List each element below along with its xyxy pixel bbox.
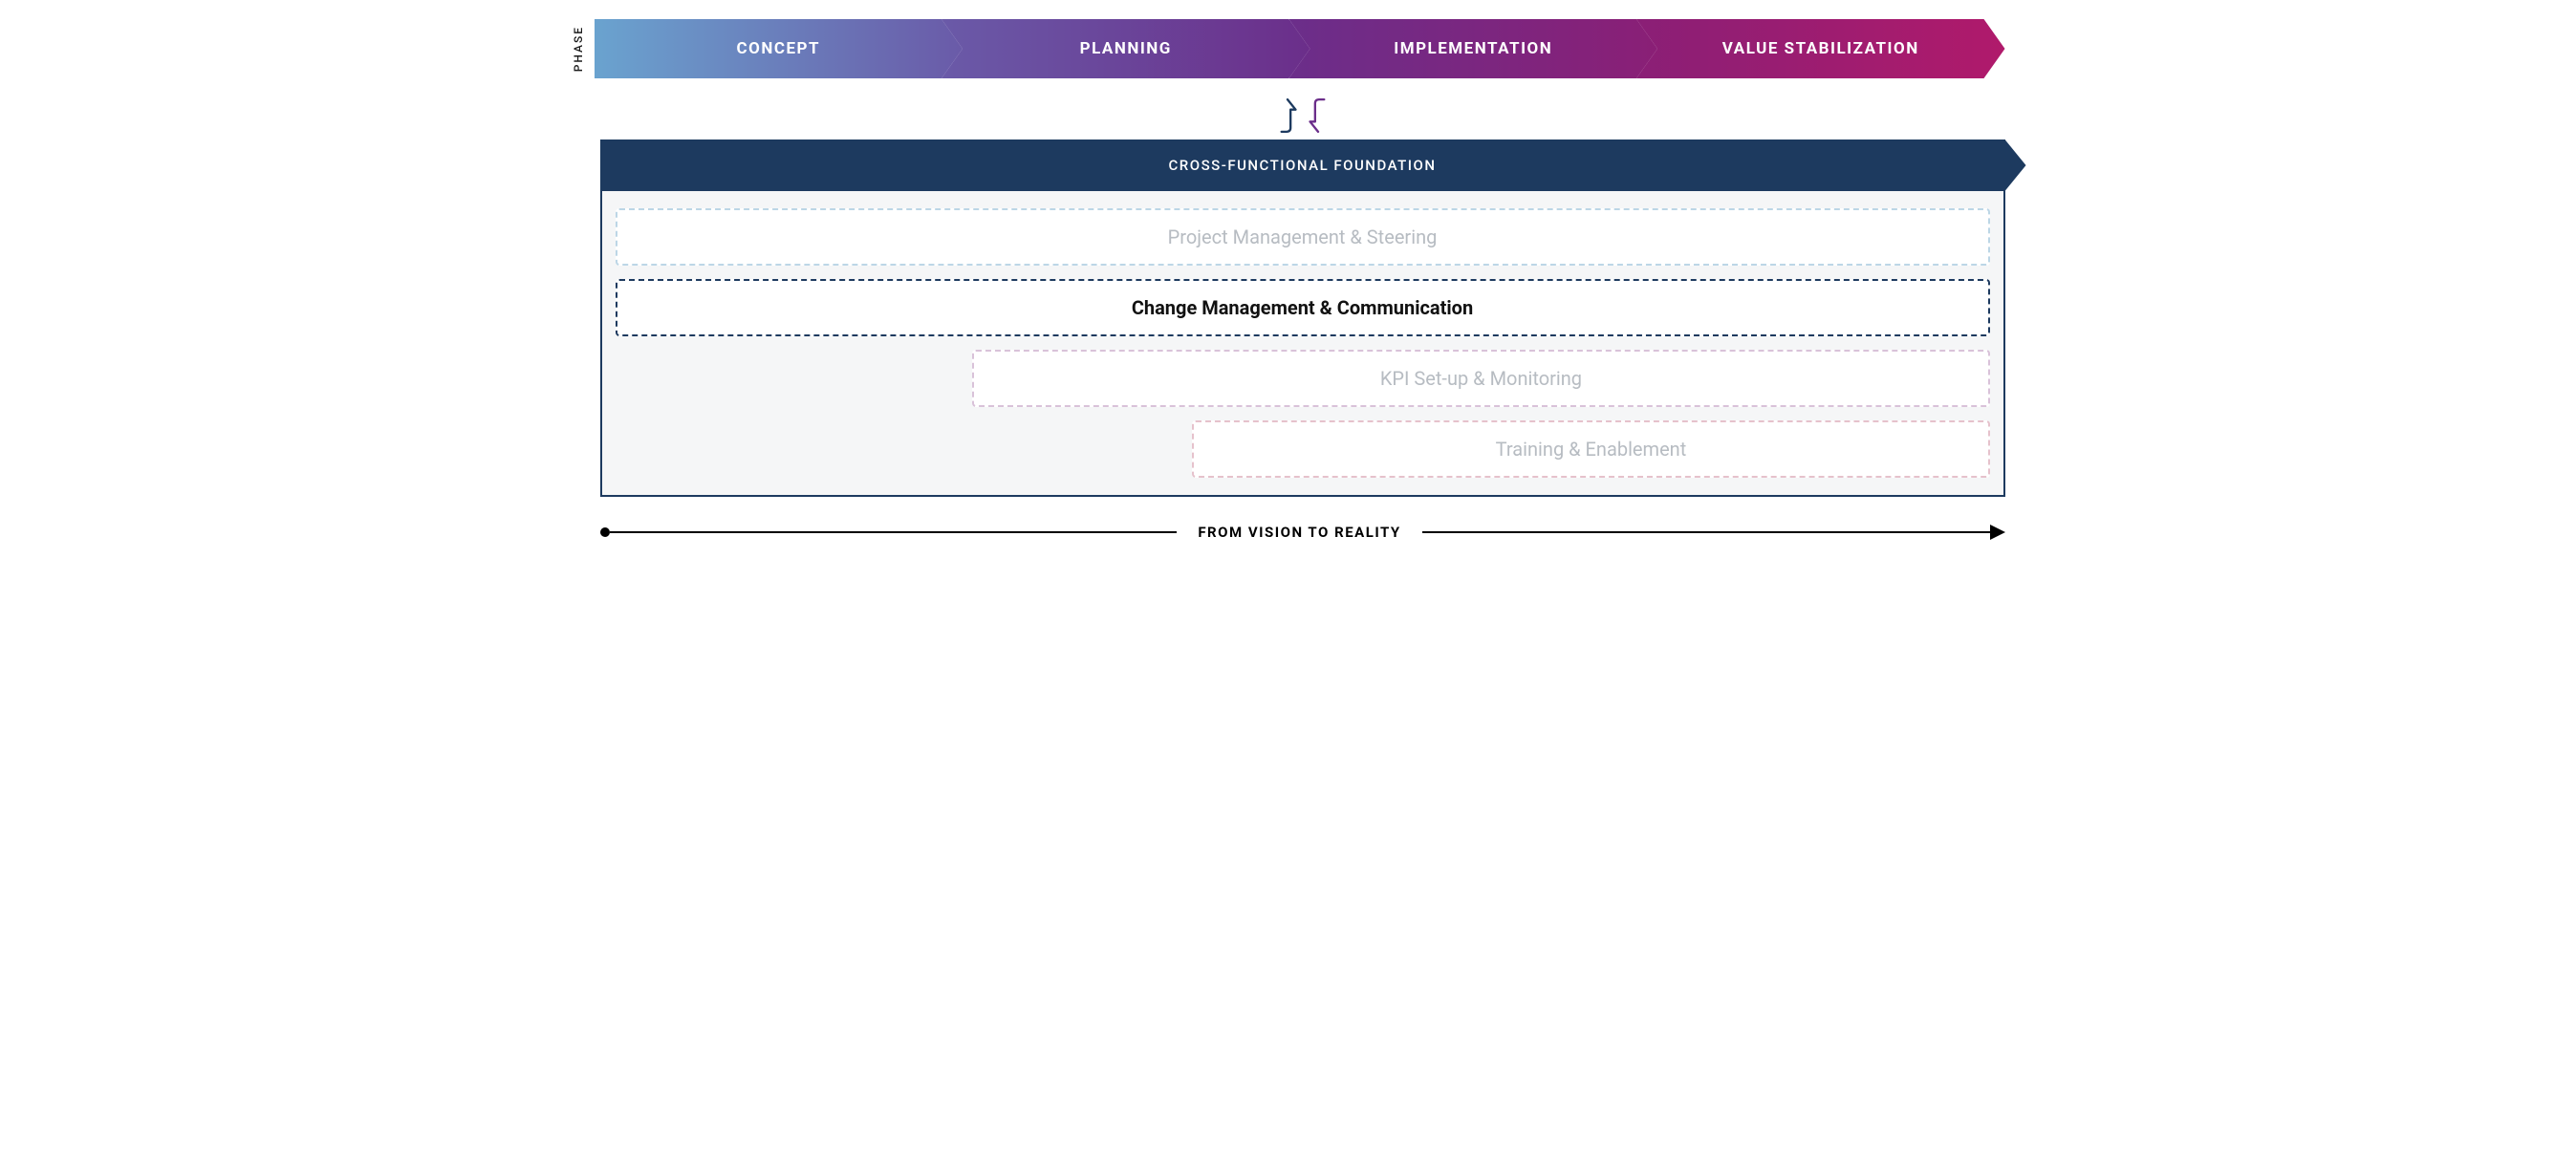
arrow-down-icon xyxy=(1306,97,1331,134)
foundation-container: CROSS-FUNCTIONAL FOUNDATION Project Mana… xyxy=(600,140,2005,497)
timeline-axis: FROM VISION TO REALITY xyxy=(600,524,2005,541)
lane-wrap: Training & Enablement xyxy=(616,420,1990,478)
foundation-header: CROSS-FUNCTIONAL FOUNDATION xyxy=(600,140,2005,191)
phase-label: IMPLEMENTATION xyxy=(1394,39,1552,58)
phase-label: PLANNING xyxy=(1080,39,1172,58)
lane-wrap: Project Management & Steering xyxy=(616,208,1990,266)
foundation-lanes: Project Management & Steering Change Mana… xyxy=(602,191,2003,495)
lane-wrap: KPI Set-up & Monitoring xyxy=(616,350,1990,407)
foundation-lane: Change Management & Communication xyxy=(616,279,1990,336)
timeline-line xyxy=(1422,531,1990,533)
phase-row: PHASE CONCEPT PLANNING IMPLEMENTATION VALUE… xyxy=(572,19,2005,78)
phase-chevrons: CONCEPT PLANNING IMPLEMENTATION VALUE STABI… xyxy=(595,19,2005,78)
phase-chevron: CONCEPT xyxy=(595,19,963,78)
foundation-lane: Training & Enablement xyxy=(1192,420,1989,478)
timeline-label: FROM VISION TO REALITY xyxy=(1177,524,1421,541)
phase-label: CONCEPT xyxy=(736,39,820,58)
phase-chevron: VALUE STABILIZATION xyxy=(1636,19,2005,78)
phase-label: VALUE STABILIZATION xyxy=(1722,39,1919,58)
foundation-lane: Project Management & Steering xyxy=(616,208,1990,266)
phase-axis-label: PHASE xyxy=(572,26,585,72)
phase-chevron: PLANNING xyxy=(942,19,1310,78)
foundation-lane: KPI Set-up & Monitoring xyxy=(972,350,1989,407)
bidirectional-arrows-icon xyxy=(600,97,2005,134)
timeline-start-dot-icon xyxy=(600,527,610,537)
timeline-line xyxy=(610,531,1178,533)
timeline-arrowhead-icon xyxy=(1990,525,2005,540)
phase-chevron: IMPLEMENTATION xyxy=(1289,19,1658,78)
phase-diagram: PHASE CONCEPT PLANNING IMPLEMENTATION VALUE… xyxy=(572,19,2005,541)
arrow-up-icon xyxy=(1275,97,1300,134)
lane-wrap: Change Management & Communication xyxy=(616,279,1990,336)
